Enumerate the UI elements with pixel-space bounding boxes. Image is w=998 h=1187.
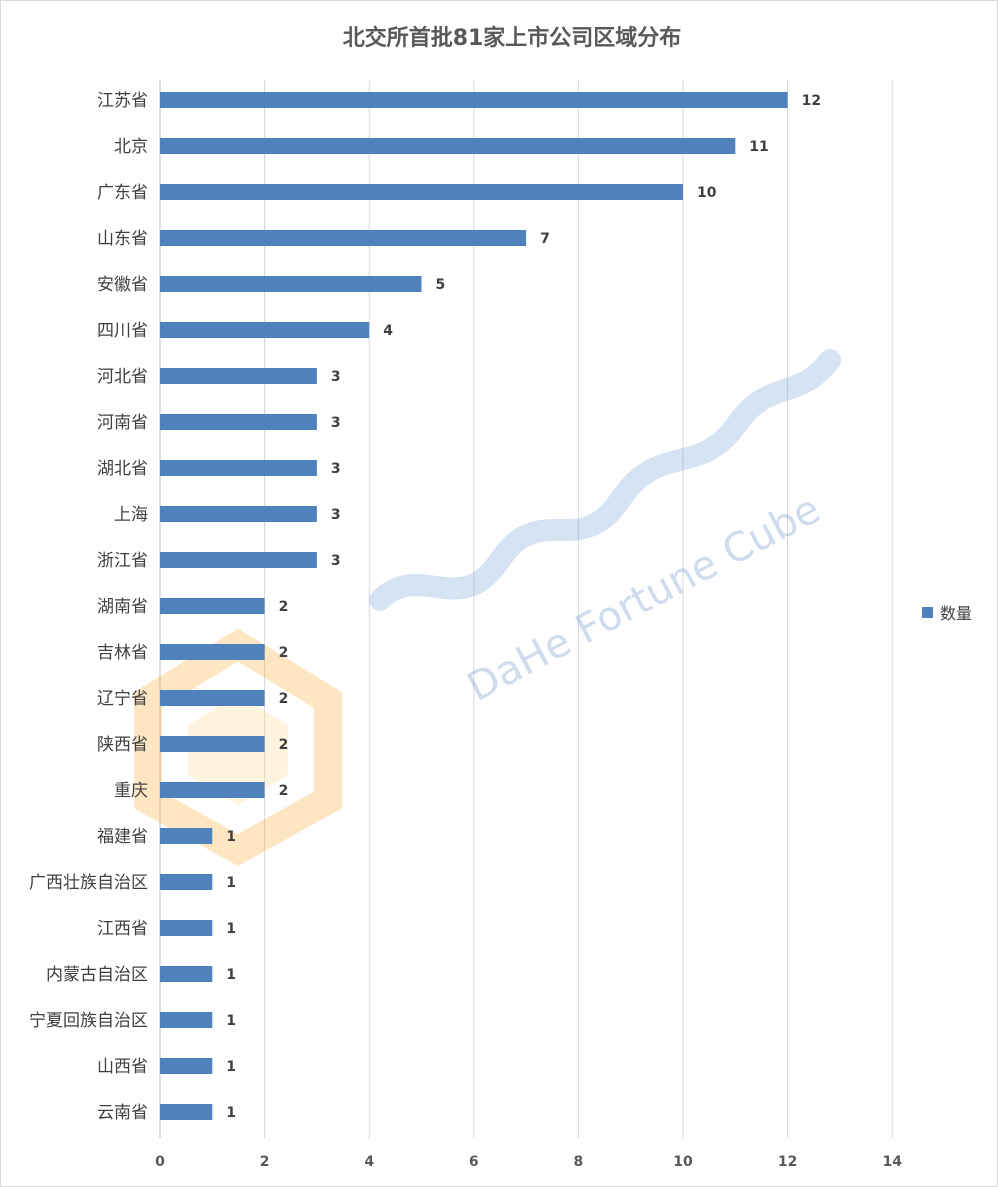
data-label: 1 xyxy=(226,829,236,845)
bar xyxy=(160,1012,213,1028)
x-tick-label: 8 xyxy=(574,1154,584,1170)
bar xyxy=(160,690,265,706)
data-label: 3 xyxy=(331,415,341,431)
bar xyxy=(160,966,213,982)
category-label: 安徽省 xyxy=(97,275,148,295)
bar xyxy=(160,920,213,936)
data-label: 5 xyxy=(436,277,446,293)
bar xyxy=(160,460,317,476)
x-tick-label: 14 xyxy=(882,1154,902,1170)
bar xyxy=(160,506,317,522)
chart-title: 北交所首批81家上市公司区域分布 xyxy=(342,26,682,51)
data-label: 3 xyxy=(331,369,341,385)
bar xyxy=(160,184,683,200)
data-label: 1 xyxy=(226,875,236,891)
data-label: 10 xyxy=(697,185,717,201)
bar xyxy=(160,322,370,338)
category-label: 吉林省 xyxy=(97,643,148,663)
category-label: 江西省 xyxy=(97,919,148,939)
bar xyxy=(160,230,527,246)
data-label: 2 xyxy=(279,691,289,707)
x-axis-ticks: 0 2 4 6 8 10 12 14 xyxy=(155,1154,902,1170)
watermark-calligraphy xyxy=(369,349,841,611)
category-label: 福建省 xyxy=(97,827,148,847)
bar xyxy=(160,92,788,108)
data-label: 2 xyxy=(279,599,289,615)
category-label: 河北省 xyxy=(97,367,148,387)
bar xyxy=(160,414,317,430)
data-label: 2 xyxy=(279,737,289,753)
data-label: 1 xyxy=(226,1013,236,1029)
x-tick-label: 4 xyxy=(364,1154,374,1170)
category-label: 湖南省 xyxy=(97,597,148,617)
bar xyxy=(160,874,213,890)
category-label: 江苏省 xyxy=(97,91,148,111)
data-label: 1 xyxy=(226,967,236,983)
category-label: 北京 xyxy=(114,137,148,157)
legend: 数量 xyxy=(922,600,972,624)
category-label: 宁夏回族自治区 xyxy=(29,1011,148,1031)
bar xyxy=(160,1104,213,1120)
category-label: 广东省 xyxy=(97,183,148,203)
x-tick-label: 0 xyxy=(155,1154,165,1170)
category-label: 广西壮族自治区 xyxy=(29,873,148,893)
bars xyxy=(160,92,788,1120)
watermark-brand-text: DaHe Fortune Cube xyxy=(460,486,828,711)
bar xyxy=(160,736,265,752)
category-label: 浙江省 xyxy=(97,551,148,571)
gridlines xyxy=(159,80,893,1138)
category-label: 湖北省 xyxy=(97,459,148,479)
bar xyxy=(160,368,317,384)
bar xyxy=(160,1058,213,1074)
data-label: 2 xyxy=(279,783,289,799)
category-label: 河南省 xyxy=(97,413,148,433)
data-label: 11 xyxy=(749,139,768,155)
bar xyxy=(160,782,265,798)
category-label: 陕西省 xyxy=(97,735,148,755)
data-label: 3 xyxy=(331,553,341,569)
data-label: 3 xyxy=(331,461,341,477)
x-tick-label: 12 xyxy=(778,1154,797,1170)
legend-label: 数量 xyxy=(940,604,973,623)
category-label: 山东省 xyxy=(97,229,148,249)
bar xyxy=(160,644,265,660)
data-label: 1 xyxy=(226,1105,236,1121)
x-tick-label: 2 xyxy=(260,1154,270,1170)
bar xyxy=(160,552,317,568)
category-label: 辽宁省 xyxy=(97,689,148,709)
legend-swatch xyxy=(922,606,933,618)
data-label: 1 xyxy=(226,921,236,937)
data-label: 3 xyxy=(331,507,341,523)
data-label: 1 xyxy=(226,1059,236,1075)
category-label: 上海 xyxy=(114,505,148,525)
category-label: 云南省 xyxy=(97,1103,148,1123)
category-labels: 江苏省北京广东省山东省安徽省四川省河北省河南省湖北省上海浙江省湖南省吉林省辽宁省… xyxy=(29,91,148,1123)
data-label: 4 xyxy=(383,323,393,339)
bar xyxy=(160,828,213,844)
category-label: 四川省 xyxy=(97,321,148,341)
data-label: 7 xyxy=(540,231,550,247)
bar xyxy=(160,598,265,614)
bar xyxy=(160,276,422,292)
x-tick-label: 10 xyxy=(673,1154,693,1170)
x-tick-label: 6 xyxy=(469,1154,479,1170)
bar xyxy=(160,138,736,154)
category-label: 内蒙古自治区 xyxy=(46,965,148,985)
data-label: 12 xyxy=(802,93,821,109)
category-label: 山西省 xyxy=(97,1057,148,1077)
data-label: 2 xyxy=(279,645,289,661)
category-label: 重庆 xyxy=(114,781,148,801)
